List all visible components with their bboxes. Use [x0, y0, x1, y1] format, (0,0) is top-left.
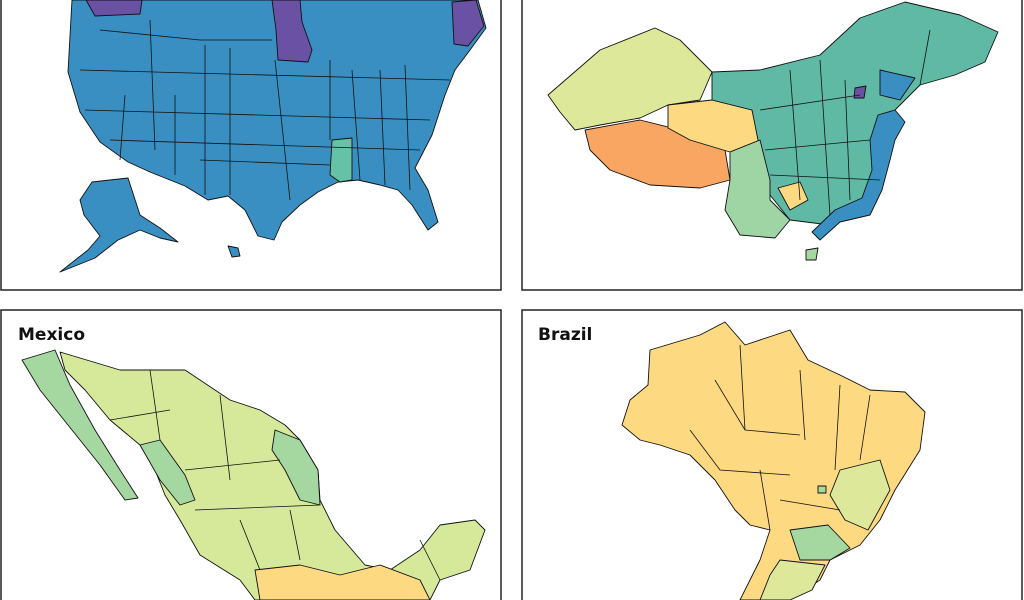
panel-frame	[521, 0, 1023, 291]
usa-map	[59, 0, 487, 273]
panel-frame	[521, 309, 1023, 600]
region-coast	[811, 109, 906, 241]
state-borders	[689, 344, 871, 531]
panel-frame	[0, 0, 502, 291]
panel-title: Mexico	[18, 325, 85, 345]
state-green	[329, 137, 353, 183]
usa-mainland	[67, 0, 487, 241]
state-borders	[79, 19, 451, 201]
brazil-map	[621, 321, 926, 600]
state-light	[759, 559, 826, 600]
state-purple	[451, 0, 485, 47]
region-northeast-coast	[879, 69, 916, 101]
region-south-small	[777, 181, 809, 211]
region-southwest	[724, 139, 791, 239]
state-purple	[85, 0, 143, 17]
baja	[21, 349, 139, 501]
brazil-mainland	[621, 321, 926, 600]
mexico-map	[21, 349, 486, 600]
panel-title: Brazil	[538, 325, 592, 345]
province-borders	[759, 29, 931, 216]
state-light	[829, 459, 891, 531]
region-capital	[853, 85, 867, 99]
china-map	[547, 1, 999, 261]
state-orange	[254, 564, 431, 600]
state-borders	[109, 369, 441, 581]
region-hainan	[805, 247, 819, 261]
hawaii	[227, 245, 241, 258]
state-green	[271, 429, 321, 506]
alaska	[59, 177, 179, 273]
capital	[817, 485, 827, 494]
state-purple	[271, 0, 313, 63]
state-green	[789, 524, 851, 561]
panel-frame	[0, 309, 502, 600]
